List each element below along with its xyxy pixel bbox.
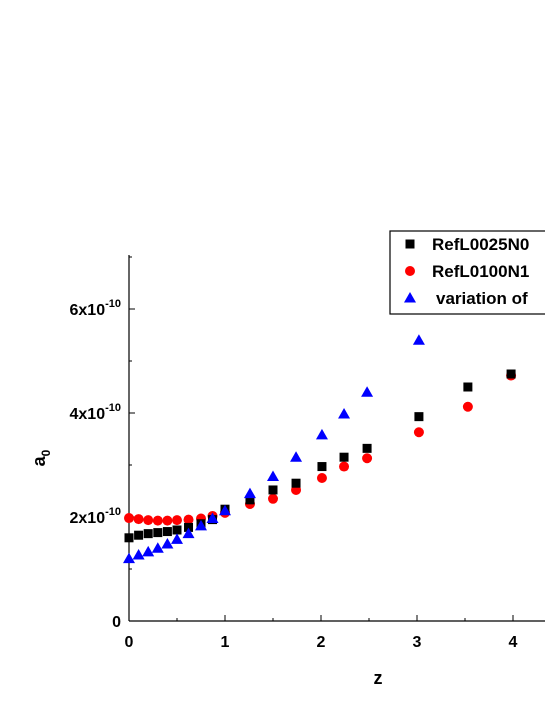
data-point-circle: [339, 461, 350, 472]
data-point-circle: [268, 493, 278, 504]
data-point-circle: [162, 515, 173, 526]
data-point-circle: [316, 473, 327, 483]
data-point-triangle: [290, 451, 303, 462]
y-tick-label: 6x10-10: [70, 298, 122, 319]
legend-label: variation of: [436, 289, 528, 308]
y-tick-label: 0: [112, 614, 121, 631]
legend-marker-triangle: [404, 292, 416, 303]
x-tick-label: 3: [413, 634, 422, 651]
data-point-square: [153, 528, 163, 538]
data-point-square: [463, 382, 473, 392]
legend-box: [389, 230, 545, 315]
data-point-triangle: [142, 545, 155, 557]
data-point-triangle: [123, 552, 135, 564]
data-point-square: [506, 369, 516, 379]
data-point-triangle: [132, 548, 145, 560]
data-point-square: [414, 412, 424, 422]
data-point-triangle: [243, 487, 256, 499]
legend: RefL0025N0 RefL0100N1 variation of: [389, 230, 545, 315]
data-point-triangle: [315, 428, 328, 440]
data-point-square: [291, 478, 301, 488]
data-point-triangle: [195, 519, 207, 531]
legend-label: RefL0100N1: [432, 262, 529, 281]
x-tick-label: 0: [125, 634, 134, 651]
data-point-square: [317, 462, 327, 472]
x-tick-label: 4: [509, 634, 518, 651]
data-point-triangle: [267, 470, 279, 481]
data-point-square: [172, 525, 182, 535]
data-point-square: [184, 522, 194, 532]
data-point-circle: [133, 514, 144, 525]
x-tick-label: 2: [317, 634, 326, 651]
data-point-square: [162, 527, 172, 537]
y-tick-label: 2x10-10: [70, 506, 122, 527]
y-tick-label: 4x10-10: [70, 402, 122, 423]
data-point-square: [268, 485, 278, 495]
data-point-triangle: [361, 386, 374, 397]
y-axis-title: a0: [29, 449, 53, 466]
data-point-square: [362, 443, 372, 453]
data-point-triangle: [151, 542, 164, 553]
data-point-circle: [143, 515, 154, 526]
data-point-circle: [413, 427, 424, 438]
data-point-circle: [172, 515, 182, 526]
data-point-triangle: [412, 334, 425, 345]
data-point-triangle: [161, 538, 174, 549]
data-point-circle: [362, 453, 373, 464]
legend-marker-circle: [405, 266, 415, 276]
data-point-square: [134, 530, 144, 540]
x-tick-label: 1: [221, 634, 230, 651]
data-point-circle: [462, 401, 473, 412]
data-point-triangle: [338, 408, 351, 419]
legend-marker-square: [405, 239, 415, 249]
data-point-triangle: [219, 504, 231, 516]
legend-label: RefL0025N0: [432, 235, 529, 254]
data-point-circle: [152, 515, 163, 526]
data-point-square: [245, 495, 255, 505]
data-point-circle: [124, 513, 134, 524]
data-point-square: [339, 452, 349, 462]
data-point-triangle: [206, 512, 219, 524]
data-point-square: [143, 529, 153, 539]
plot-area: 0 1 2 3 4 0 2x10-10 4x10-10 6x10-10 z a0: [29, 255, 545, 688]
x-axis-title: z: [374, 668, 383, 688]
data-point-circle: [183, 514, 194, 525]
data-point-square: [124, 533, 134, 543]
data-point-triangle: [182, 527, 195, 539]
data-point-triangle: [171, 533, 183, 544]
